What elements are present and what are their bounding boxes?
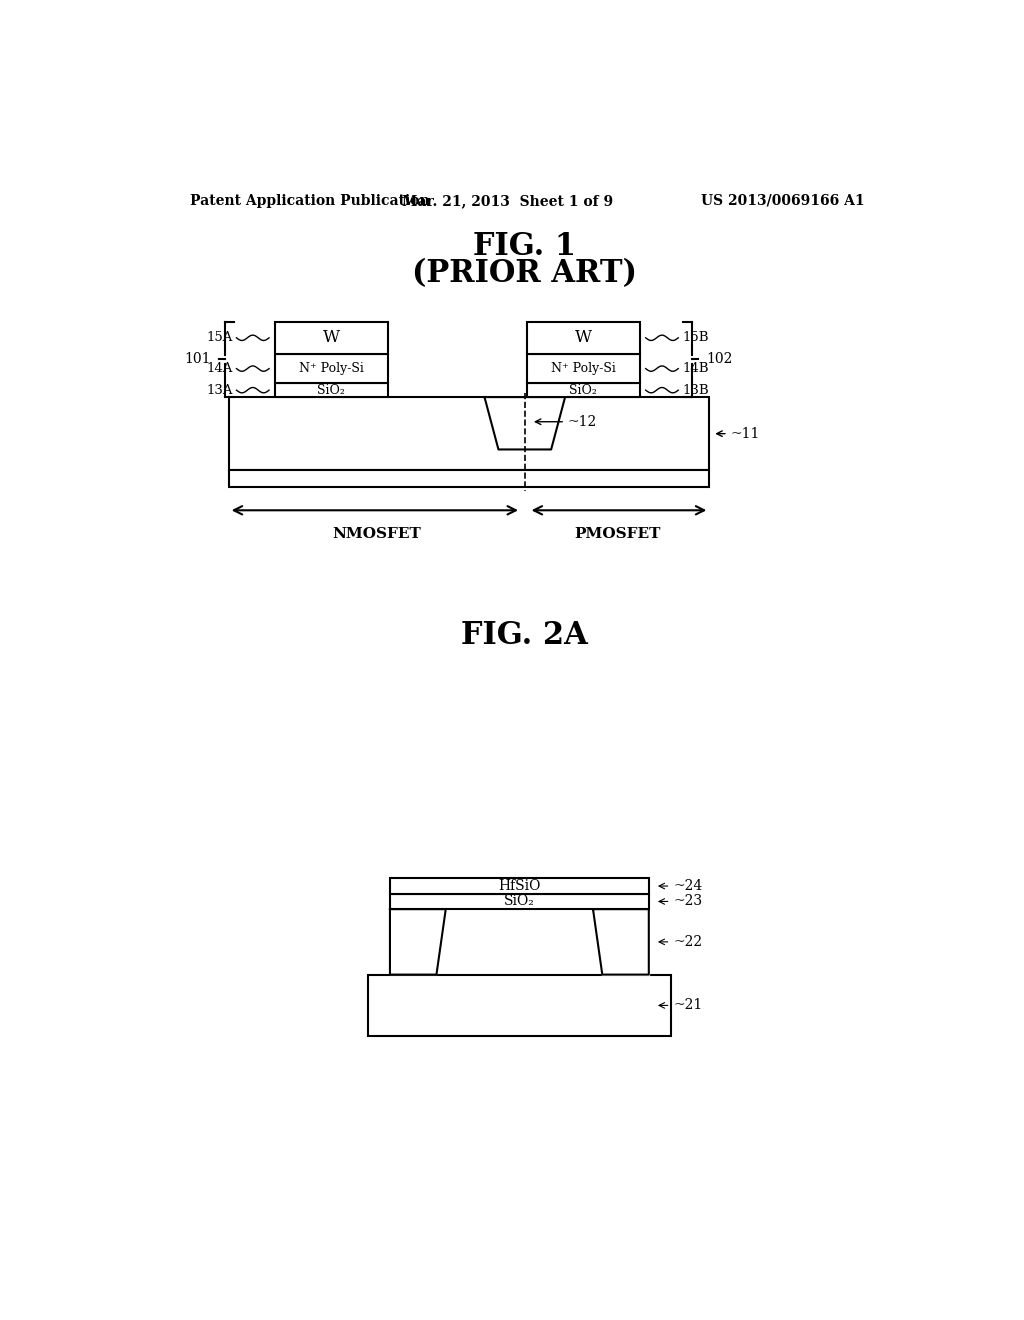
Text: FIG. 2A: FIG. 2A xyxy=(462,620,588,651)
Text: ~24: ~24 xyxy=(674,879,702,894)
Text: SiO₂: SiO₂ xyxy=(504,895,535,908)
Polygon shape xyxy=(593,909,649,974)
Text: FIG. 1: FIG. 1 xyxy=(473,231,577,263)
Text: ~21: ~21 xyxy=(674,998,702,1012)
Text: Mar. 21, 2013  Sheet 1 of 9: Mar. 21, 2013 Sheet 1 of 9 xyxy=(402,194,613,207)
Bar xyxy=(527,354,640,383)
Text: SiO₂: SiO₂ xyxy=(317,384,345,397)
Bar xyxy=(275,383,388,397)
Text: (PRIOR ART): (PRIOR ART) xyxy=(413,259,637,289)
Bar xyxy=(527,322,640,354)
Text: PMOSFET: PMOSFET xyxy=(573,527,660,541)
Text: W: W xyxy=(323,329,340,346)
Text: 101: 101 xyxy=(184,352,211,367)
Text: Patent Application Publication: Patent Application Publication xyxy=(190,194,430,207)
Text: NMOSFET: NMOSFET xyxy=(333,527,421,541)
Text: 13A: 13A xyxy=(206,384,232,397)
Text: 14B: 14B xyxy=(682,362,709,375)
Text: ~11: ~11 xyxy=(730,426,760,441)
Text: US 2013/0069166 A1: US 2013/0069166 A1 xyxy=(700,194,864,207)
Bar xyxy=(527,383,640,397)
Bar xyxy=(228,470,710,487)
Bar xyxy=(275,354,388,383)
Text: N⁺ Poly-Si: N⁺ Poly-Si xyxy=(299,362,364,375)
Polygon shape xyxy=(390,909,445,974)
Text: HfSiO: HfSiO xyxy=(499,879,541,894)
Text: ~12: ~12 xyxy=(567,414,597,429)
Text: N⁺ Poly-Si: N⁺ Poly-Si xyxy=(551,362,615,375)
Bar xyxy=(275,322,388,354)
Bar xyxy=(369,974,671,1036)
Bar xyxy=(390,894,649,909)
Text: 14A: 14A xyxy=(206,362,232,375)
Bar xyxy=(228,397,710,470)
Bar xyxy=(390,878,649,894)
Text: 15A: 15A xyxy=(206,331,232,345)
Text: 13B: 13B xyxy=(682,384,709,397)
Text: ~23: ~23 xyxy=(674,895,702,908)
Text: 102: 102 xyxy=(707,352,732,367)
Text: SiO₂: SiO₂ xyxy=(569,384,597,397)
Text: ~22: ~22 xyxy=(674,935,702,949)
Polygon shape xyxy=(484,397,565,449)
Text: W: W xyxy=(574,329,592,346)
Text: 15B: 15B xyxy=(682,331,709,345)
